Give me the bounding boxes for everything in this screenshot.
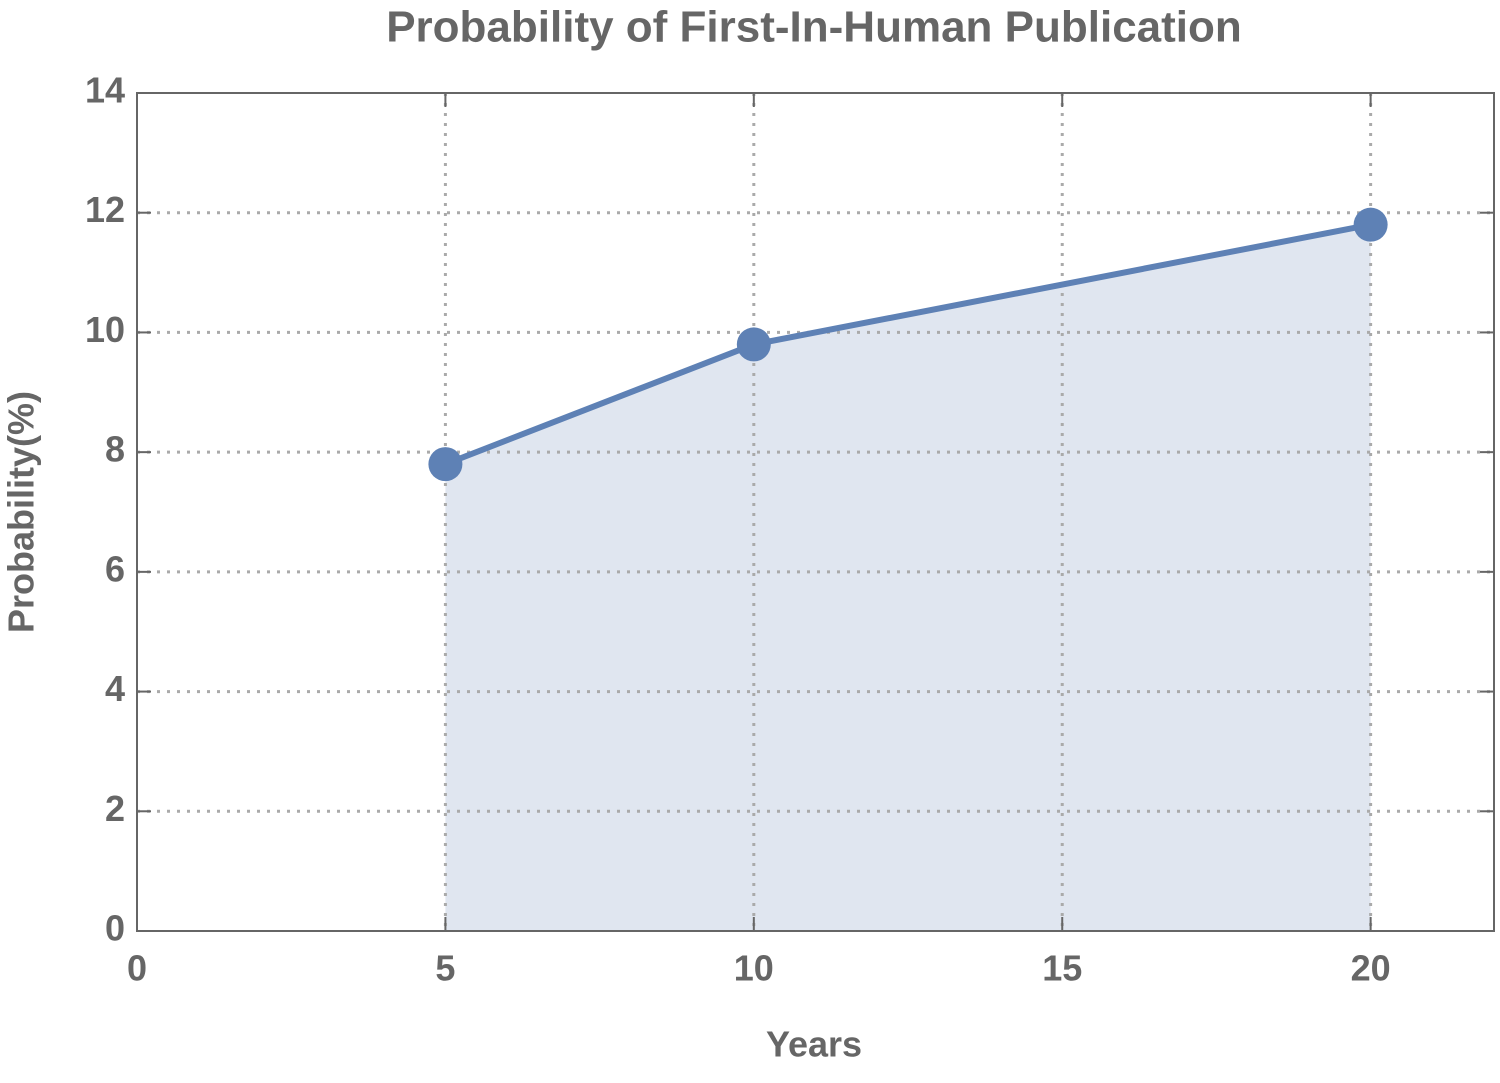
point [736,327,771,362]
y-tick-label: 12 [85,189,125,230]
x-axis-label: Years [766,1024,862,1065]
y-tick-label: 10 [85,309,125,350]
chart-title: Probability of First-In-Human Publicatio… [386,3,1242,52]
plot-frame [136,92,1495,932]
x-tick-label: 20 [1351,948,1391,989]
x-tick-label: 15 [1042,948,1082,989]
y-tick-label: 14 [85,70,125,111]
y-tick-label: 4 [105,668,125,709]
area-fill [445,224,1371,931]
y-tick-label: 6 [105,548,125,589]
point [428,447,463,482]
y-tick-label: 0 [105,908,125,949]
x-tick-label: 10 [734,948,774,989]
y-axis-label: Probability(%) [1,391,42,633]
x-tick-label: 0 [127,948,147,989]
point [1353,207,1388,242]
x-tick-label: 5 [435,948,455,989]
y-tick-label: 8 [105,429,125,470]
y-tick-label: 2 [105,788,125,829]
